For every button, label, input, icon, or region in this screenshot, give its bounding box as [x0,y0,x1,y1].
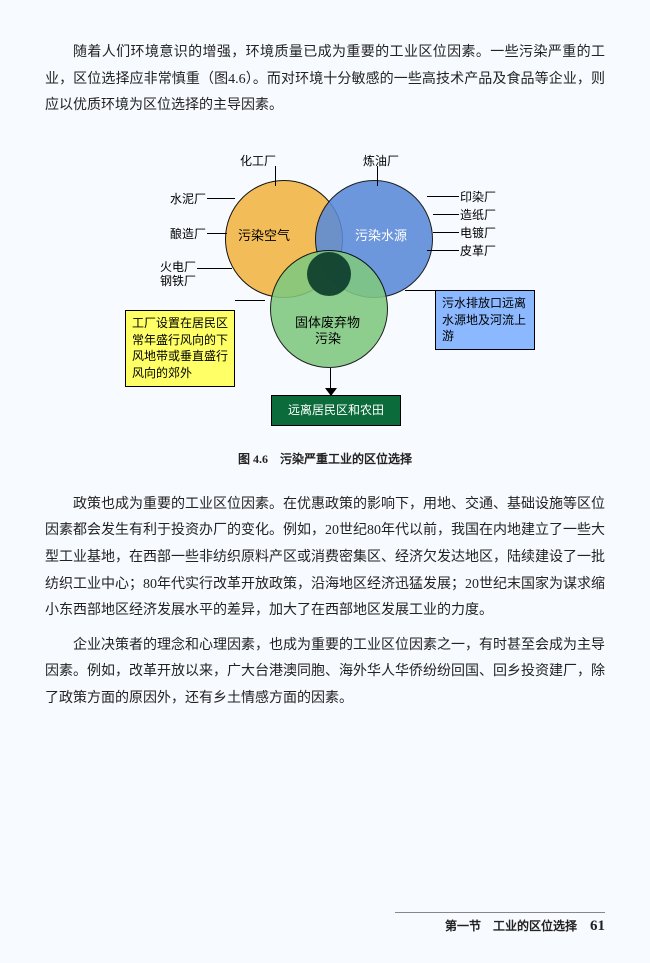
line-refinery [377,166,378,186]
line-paper [433,214,459,215]
box-wind: 工厂设置在居民区常年盛行风向的下风地带或垂直盛行风向的郊外 [125,310,235,387]
line-fs [197,268,232,269]
line-cement [207,198,235,199]
label-refinery: 炼油厂 [363,152,399,169]
label-leather: 皮革厂 [460,242,496,259]
label-cement: 水泥厂 [170,190,206,207]
label-steel: 钢铁厂 [160,272,196,289]
box-faraway: 远离居民区和农田 [271,395,401,426]
paragraph-3: 企业决策者的理念和心理因素，也成为重要的工业区位因素之一，有时甚至会成为主导因素… [45,633,605,713]
label-water: 污染水源 [355,225,407,244]
label-solid-2: 污染 [315,328,341,347]
footer-section: 第一节 工业的区位选择 [445,919,577,933]
line-brew [207,233,227,234]
overlap-center [307,252,351,296]
intro-paragraph-1: 随着人们环境意识的增强，环境质量已成为重要的工业区位因素。一些污染严重的工业，区… [45,40,605,120]
line-dye [427,196,459,197]
footer-page-number: 61 [590,918,605,934]
label-plate: 电镀厂 [460,224,496,241]
box-sewage: 污水排放口远离水源地及河流上游 [435,290,535,350]
line-chem [275,166,276,186]
line-leather [427,250,459,251]
paragraph-2: 政策也成为重要的工业区位因素。在优惠政策的影响下，用地、交通、基础设施等区位因素… [45,492,605,625]
line-plate [433,232,459,233]
label-air: 污染空气 [238,225,290,244]
footer-divider [395,912,605,913]
label-dye: 印染厂 [460,188,496,205]
arrow-blue [405,290,435,291]
label-paper: 造纸厂 [460,206,496,223]
arrow-yellow [235,300,265,301]
label-brew: 酿造厂 [170,225,206,242]
label-chem: 化工厂 [240,152,276,169]
page-footer: 第一节 工业的区位选择 61 [445,917,605,935]
figure-caption: 图 4.6 污染严重工业的区位选择 [45,450,605,467]
venn-diagram: 污染空气 污染水源 固体废弃物 污染 化工厂 炼油厂 水泥厂 酿造厂 火电厂 钢… [105,140,545,440]
arrow-green-head [325,388,337,396]
